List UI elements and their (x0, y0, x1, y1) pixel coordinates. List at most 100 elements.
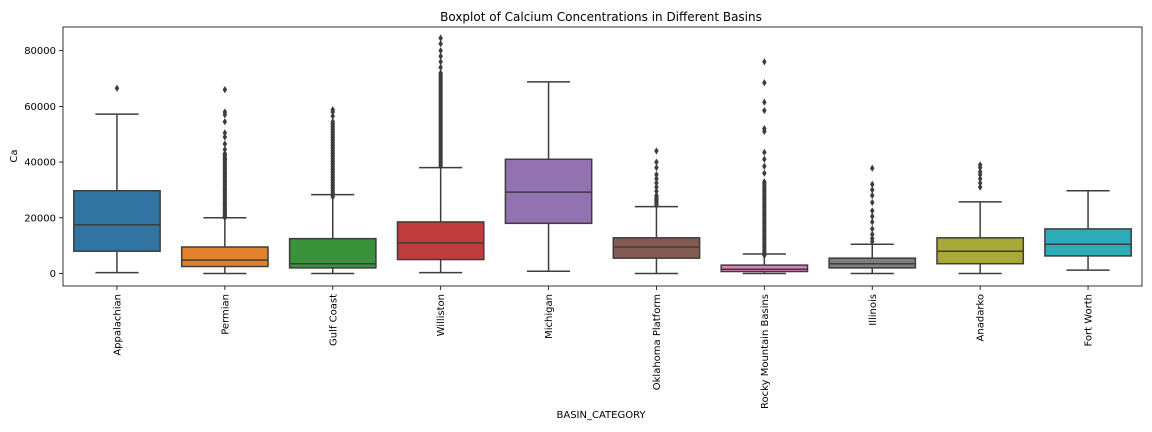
axes-frame (62, 26, 1143, 287)
outlier-point (762, 155, 767, 163)
box-group-4 (504, 81, 593, 272)
outlier-point (762, 162, 767, 170)
outlier-point (762, 58, 767, 66)
box (1044, 228, 1132, 257)
outlier-point (870, 212, 875, 220)
x-tick-label: Michigan (544, 294, 555, 339)
box-group-8 (936, 161, 1025, 275)
box (73, 190, 161, 252)
outlier-point (222, 118, 228, 126)
outlier-point (330, 112, 335, 120)
outlier-point (870, 225, 875, 233)
outlier-point (222, 140, 228, 148)
x-tick-label: Anadarko (976, 294, 987, 341)
box (720, 264, 809, 273)
y-tick-label: 40000 (24, 158, 56, 169)
outlier-point (222, 161, 228, 169)
outlier-point (654, 147, 659, 155)
outlier-point (977, 175, 983, 183)
outlier-point (222, 177, 228, 186)
box (180, 246, 269, 268)
outlier-point (762, 125, 767, 133)
outlier-point (222, 150, 228, 158)
outlier-point (438, 58, 443, 66)
outlier-point (222, 209, 228, 218)
outlier-point (870, 191, 875, 200)
outlier-point (222, 145, 228, 154)
box-group-2 (288, 106, 377, 275)
outlier-point (114, 84, 120, 92)
box-group-1 (180, 86, 269, 275)
x-tick-label: Permian (220, 294, 231, 335)
outlier-point (222, 200, 228, 208)
outlier-point (654, 191, 659, 200)
outlier-point (654, 164, 659, 172)
x-tick-label: Williston (436, 294, 447, 336)
outlier-point (654, 196, 659, 204)
outlier-point (762, 79, 767, 87)
outlier-point (222, 86, 228, 94)
outlier-point (330, 106, 335, 114)
outlier-point (330, 118, 335, 126)
outlier-point (222, 108, 228, 116)
outlier-point (222, 186, 228, 194)
outlier-point (870, 218, 875, 226)
outlier-point (870, 198, 875, 207)
outlier-point (654, 175, 659, 183)
outlier-point (222, 193, 228, 201)
y-tick-label: 20000 (24, 213, 56, 224)
outlier-point (654, 179, 659, 187)
outlier-point (977, 161, 983, 169)
outlier-point (870, 164, 875, 172)
x-tick-label: Gulf Coast (328, 294, 339, 346)
box-group-5 (612, 147, 701, 275)
y-tick-label: 80000 (24, 46, 56, 57)
y-axis-label: Ca (9, 149, 20, 162)
box (612, 237, 701, 259)
x-tick-label: Oklahoma Platform (652, 294, 663, 390)
box-group-0 (73, 84, 161, 274)
box-group-9 (1044, 190, 1132, 271)
outlier-point (762, 98, 767, 106)
outlier-point (762, 178, 767, 186)
outlier-point (654, 183, 659, 191)
x-tick-label: Fort Worth (1084, 294, 1095, 347)
y-tick-label: 60000 (24, 102, 56, 113)
outlier-point (654, 158, 659, 166)
plot-area: 0 20000 40000 60000 80000 Appalachian Permian G… (24, 26, 1143, 409)
outlier-point (870, 186, 875, 194)
outlier-point (870, 230, 875, 239)
outlier-point (977, 179, 983, 187)
outlier-point (977, 183, 983, 191)
x-tick-label: Appalachian (112, 294, 123, 356)
outlier-point (654, 171, 659, 179)
x-axis-label: BASIN_CATEGORY (557, 410, 647, 421)
outlier-point (762, 106, 767, 115)
outlier-point (222, 155, 228, 163)
outlier-point (870, 235, 875, 243)
outlier-point (762, 148, 767, 156)
chart-title: Boxplot of Calcium Concentrations in Dif… (440, 10, 762, 24)
outlier-point (438, 40, 443, 48)
outlier-point (870, 180, 875, 188)
box-group-6 (720, 58, 809, 275)
outlier-point (870, 207, 875, 215)
outlier-point (222, 133, 228, 141)
outlier-point (762, 169, 767, 177)
x-tick-label: Rocky Mountain Basins (760, 294, 771, 409)
outlier-point (438, 34, 443, 42)
outlier-point (654, 187, 659, 195)
outlier-point (438, 69, 443, 77)
x-tick-label: Illinois (868, 294, 879, 326)
outlier-point (222, 129, 228, 137)
box-group-3 (396, 34, 485, 274)
outlier-point (438, 52, 443, 60)
outlier-point (438, 63, 443, 71)
box-group-7 (828, 164, 917, 275)
y-tick-label: 0 (50, 269, 56, 280)
box (396, 221, 485, 261)
outlier-point (977, 168, 983, 176)
outlier-point (438, 47, 443, 55)
box (504, 158, 593, 225)
